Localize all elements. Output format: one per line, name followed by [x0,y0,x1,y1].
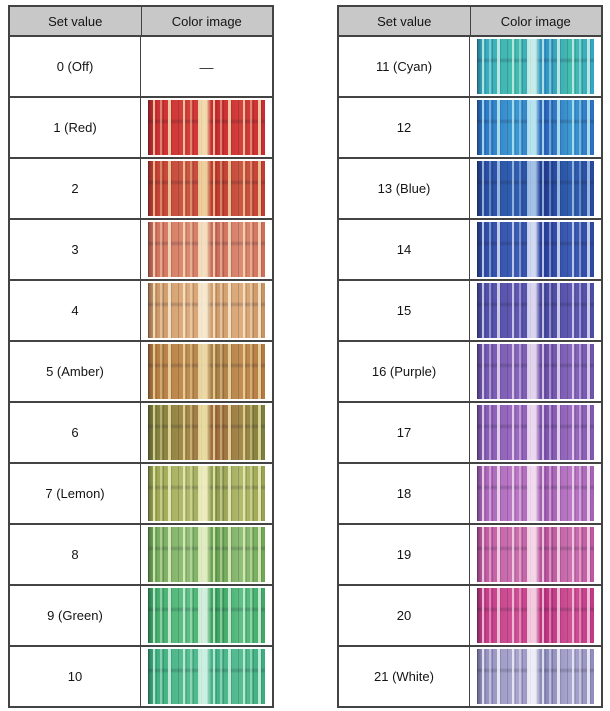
set-value-cell: 19 [339,525,470,584]
table-row: 19 [339,525,601,586]
set-value-cell: 5 (Amber) [10,342,141,401]
color-image-cell [470,464,601,523]
set-value-cell: 3 [10,220,141,279]
table-header-row: Set value Color image [10,7,272,37]
color-photo [148,100,265,155]
color-image-cell [141,342,272,401]
color-image-cell [470,647,601,706]
set-value-header: Set value [48,13,103,29]
set-value-cell: 12 [339,98,470,157]
set-value-cell: 8 [10,525,141,584]
color-image-cell [141,281,272,340]
table-row: 17 [339,403,601,464]
table-row: 4 [10,281,272,342]
color-image-cell [141,586,272,645]
color-image-cell [470,159,601,218]
set-value-cell: 2 [10,159,141,218]
set-value-cell: 17 [339,403,470,462]
table-row: 8 [10,525,272,586]
set-value-cell: 15 [339,281,470,340]
set-value-cell: 10 [10,647,141,706]
table-row: 5 (Amber) [10,342,272,403]
color-photo [477,405,594,460]
table-row: 6 [10,403,272,464]
color-image-cell [470,403,601,462]
set-value-cell: 1 (Red) [10,98,141,157]
color-photo [477,527,594,582]
table-row: 13 (Blue) [339,159,601,220]
color-photo [148,527,265,582]
color-photo [148,344,265,399]
table-body: 0 (Off) — 1 (Red) 2 3 [10,37,272,706]
set-value-header: Set value [377,13,432,29]
color-image-cell [141,525,272,584]
set-value-cell: 11 (Cyan) [339,37,470,96]
color-photo [477,588,594,643]
color-photo [148,283,265,338]
color-image-cell [141,403,272,462]
color-image-header: Color image [469,7,602,35]
set-value-cell: 7 (Lemon) [10,464,141,523]
set-value-cell: 18 [339,464,470,523]
color-image-cell [470,98,601,157]
set-value-cell: 4 [10,281,141,340]
table-row: 1 (Red) [10,98,272,159]
color-photo [148,161,265,216]
set-value-cell: 6 [10,403,141,462]
color-image-header: Color image [140,7,273,35]
table-row: 7 (Lemon) [10,464,272,525]
table-row: 10 [10,647,272,706]
color-photo [148,405,265,460]
color-photo [477,222,594,277]
color-image-cell [141,647,272,706]
color-image-cell [470,525,601,584]
set-value-cell: 0 (Off) [10,37,141,96]
table-row: 9 (Green) [10,586,272,647]
table-header-row: Set value Color image [339,7,601,37]
set-value-cell: 13 (Blue) [339,159,470,218]
set-value-cell: 21 (White) [339,647,470,706]
color-photo [477,39,594,94]
color-photo [477,649,594,704]
color-photo [148,222,265,277]
table-row: 0 (Off) — [10,37,272,98]
color-photo [477,161,594,216]
color-image-cell [470,281,601,340]
no-image-dash: — [199,58,214,75]
set-value-table-left: Set value Color image 0 (Off) — 1 (Red) … [8,5,274,708]
color-image-cell [141,98,272,157]
set-value-cell: 20 [339,586,470,645]
color-image-cell [141,220,272,279]
color-image-cell [470,586,601,645]
table-row: 3 [10,220,272,281]
table-body: 11 (Cyan) 12 13 (Blue) 14 [339,37,601,706]
set-value-cell: 16 (Purple) [339,342,470,401]
table-row: 11 (Cyan) [339,37,601,98]
color-image-cell [141,464,272,523]
color-image-cell: — [141,37,272,96]
color-photo [477,344,594,399]
table-row: 21 (White) [339,647,601,706]
color-image-cell [470,220,601,279]
color-image-cell [470,37,601,96]
color-photo [148,588,265,643]
table-row: 16 (Purple) [339,342,601,403]
set-value-cell: 9 (Green) [10,586,141,645]
color-photo [477,466,594,521]
table-row: 12 [339,98,601,159]
table-row: 20 [339,586,601,647]
color-image-cell [470,342,601,401]
color-photo [148,649,265,704]
set-value-cell: 14 [339,220,470,279]
color-image-cell [141,159,272,218]
color-photo [148,466,265,521]
color-photo [477,283,594,338]
color-photo [477,100,594,155]
set-value-table-right: Set value Color image 11 (Cyan) 12 13 (B… [337,5,603,708]
table-row: 14 [339,220,601,281]
table-row: 15 [339,281,601,342]
table-row: 2 [10,159,272,220]
table-row: 18 [339,464,601,525]
